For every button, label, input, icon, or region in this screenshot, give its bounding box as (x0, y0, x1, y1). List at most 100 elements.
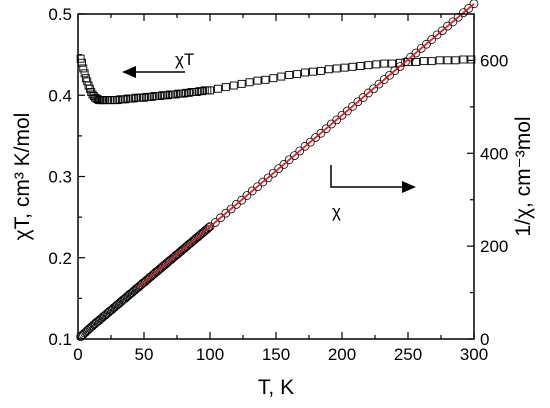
inverse-chi-point (395, 62, 405, 71)
chi-t-point (459, 55, 468, 64)
chi-t-point (332, 64, 341, 73)
chi-t-point (372, 60, 381, 69)
inverse-chi-point (237, 195, 247, 205)
inverse-chi-series (76, 0, 479, 342)
chi-t-point (451, 56, 460, 65)
chi-t-point (129, 94, 138, 103)
y-left-tick-label: 0.2 (48, 249, 72, 268)
y-axis-left-label: χT, cm³ K/mol (11, 113, 34, 241)
chi-t-point (467, 55, 476, 64)
chi-t-point (221, 83, 230, 92)
chi-annotation: χ (332, 202, 341, 221)
chi-t-point (206, 86, 214, 95)
inverse-chi-point (253, 182, 262, 192)
chi-t-point (237, 79, 246, 88)
inverse-chi-point (422, 39, 431, 49)
inverse-chi-point (268, 168, 278, 178)
chi-t-point (147, 92, 156, 101)
x-tick-label: 100 (196, 345, 224, 364)
chi-t-point (179, 89, 188, 98)
chi-t-point (419, 57, 428, 66)
inverse-chi-point (321, 124, 331, 134)
chi-t-annotation: χT (175, 50, 194, 69)
linear-fit-line (136, 3, 475, 289)
x-tick-label: 150 (262, 345, 290, 364)
chi-t-point (105, 96, 114, 105)
chi-t-point (293, 70, 302, 79)
inverse-chi-point (348, 101, 357, 111)
chi-t-point (87, 88, 96, 96)
inverse-chi-point (290, 151, 299, 161)
y-axis-right-label: 1/χ, cm⁻³mol (512, 116, 535, 236)
chi-t-point (103, 96, 111, 105)
chi-t-point (192, 88, 201, 96)
chi-t-point (340, 63, 349, 72)
axis-ticks: 0 50 100 150 200 250 300 0.1 0.2 0.3 0.4 0.5 0 200 400… (48, 5, 508, 364)
y-left-tick-label: 0.5 (48, 5, 72, 24)
chi-t-point (155, 92, 164, 101)
chi-t-point (427, 57, 436, 66)
chi-t-point (411, 57, 420, 66)
chi-t-point (348, 62, 357, 71)
chi-t-point (253, 76, 262, 85)
inverse-chi-point (305, 137, 315, 147)
x-tick-label: 200 (328, 345, 356, 364)
chi-t-point (277, 72, 286, 81)
inverse-chi-point (369, 84, 379, 94)
inverse-chi-point (316, 128, 326, 138)
chi-t-point (435, 56, 444, 65)
inverse-chi-point (448, 17, 458, 27)
chi-t-point (213, 84, 222, 93)
x-tick-label: 250 (394, 345, 422, 364)
chi-t-series (76, 54, 476, 105)
inverse-chi-point (437, 26, 447, 36)
inverse-chi-point (374, 79, 384, 89)
chi-t-point (113, 96, 122, 105)
chi-t-point (229, 81, 238, 90)
chi-t-point (79, 64, 88, 73)
chi-t-point (80, 69, 89, 78)
chi-t-point (140, 93, 148, 102)
chi-t-point (380, 59, 389, 68)
chi-t-point (316, 66, 325, 75)
chi-arrow (330, 165, 404, 188)
x-tick-label: 0 (73, 345, 82, 364)
inverse-chi-point (216, 213, 225, 223)
inverse-chi-point (295, 146, 305, 156)
inverse-chi-point (385, 70, 394, 80)
inverse-chi-point (411, 48, 421, 58)
inverse-chi-point (469, 0, 479, 9)
inverse-chi-point (342, 106, 352, 116)
chi-arrow-head (402, 181, 416, 193)
y-left-tick-label: 0.3 (48, 168, 72, 187)
chi-t-point (364, 61, 373, 70)
y-left-tick-label: 0.4 (48, 86, 72, 105)
inverse-chi-point (427, 35, 437, 44)
inverse-chi-point (226, 204, 236, 214)
y-right-tick-label: 200 (480, 237, 508, 256)
y-right-tick-label: 0 (480, 330, 489, 349)
y-right-tick-label: 600 (480, 51, 508, 70)
chi-t-arrow-head (122, 66, 136, 78)
inverse-chi-point (358, 93, 368, 102)
chi-t-point (309, 67, 317, 76)
inverse-chi-point (332, 115, 342, 125)
chi-t-point (285, 70, 294, 79)
x-tick-label: 300 (460, 345, 488, 364)
chi-t-point (198, 87, 207, 96)
chi-t-point (443, 56, 452, 65)
inverse-chi-point (263, 173, 273, 183)
chi-t-point (171, 90, 180, 99)
inverse-chi-point (210, 218, 220, 227)
chi-t-point (121, 95, 130, 104)
chi-t-point (245, 78, 254, 87)
chi-t-point (324, 65, 333, 74)
x-tick-label: 50 (135, 345, 154, 364)
inverse-chi-point (204, 223, 214, 232)
chi-t-point (301, 68, 309, 77)
inverse-chi-point (202, 224, 212, 234)
y-left-tick-label: 0.1 (48, 330, 72, 349)
chi-t-point (356, 62, 365, 70)
chi-t-point (261, 75, 270, 84)
